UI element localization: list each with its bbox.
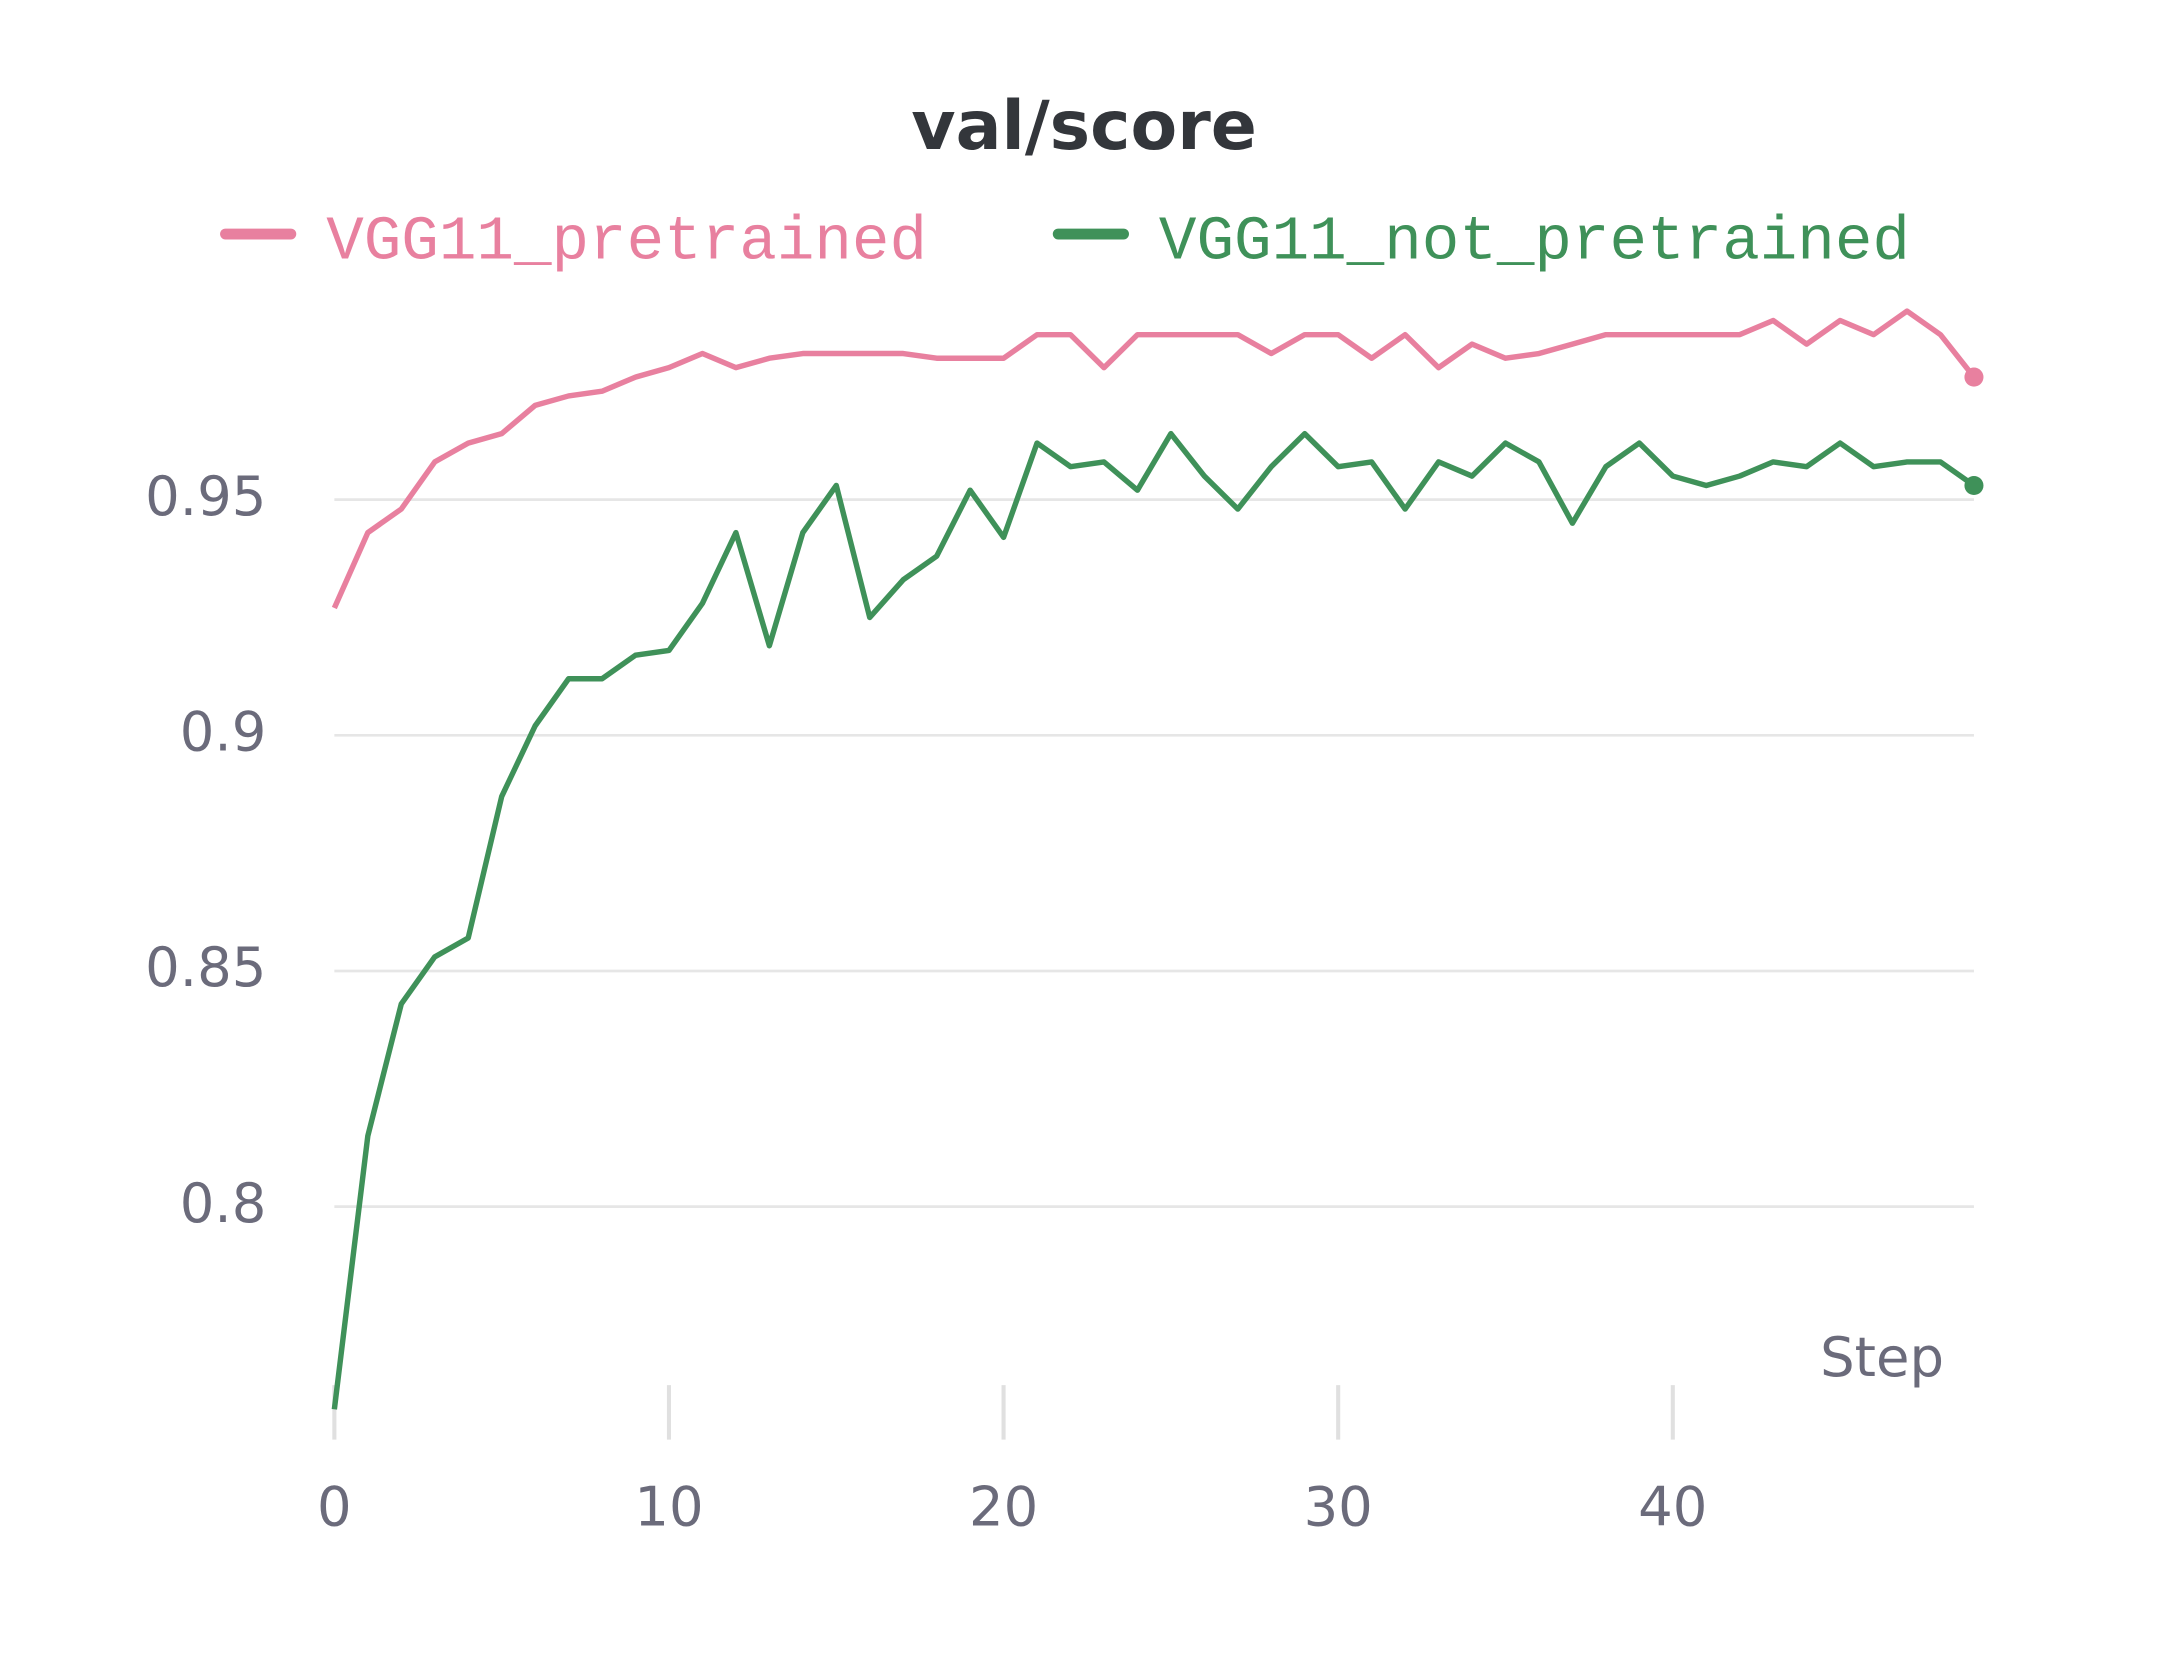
x-axis-label: Step	[1820, 1325, 1944, 1389]
series-line	[331, 430, 1976, 1410]
end-point	[1964, 367, 1984, 387]
series-line	[331, 308, 1977, 610]
end-point	[1964, 475, 1984, 496]
y-tick-label: 0.8	[180, 1171, 267, 1235]
chart-title: val/score	[911, 87, 1257, 166]
legend-label: VGG11_not_pretrained	[1159, 207, 1910, 278]
y-tick-label: 0.95	[145, 464, 266, 528]
x-tick-label: 40	[1638, 1474, 1707, 1538]
y-tick-label: 0.85	[145, 935, 266, 999]
x-tick-label: 20	[969, 1474, 1038, 1538]
x-tick-label: 10	[634, 1474, 703, 1538]
x-tick-label: 30	[1304, 1474, 1373, 1538]
y-tick-label: 0.9	[180, 699, 267, 763]
legend-label: VGG11_pretrained	[326, 207, 927, 278]
x-tick-label: 0	[317, 1474, 352, 1538]
